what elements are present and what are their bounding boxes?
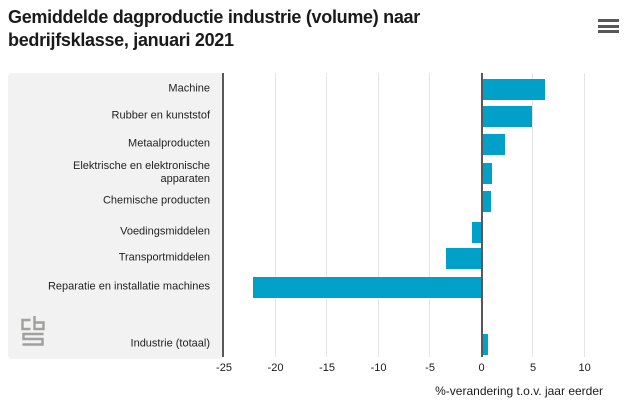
x-tick-label: 5 (530, 362, 537, 374)
category-labels: Machine Rubber en kunststof Metaalproducte… (8, 73, 210, 359)
category-label-panel (8, 73, 222, 359)
x-tick-label: -10 (370, 362, 387, 374)
bar-industrie-totaal-[interactable] (481, 333, 488, 355)
category-label: Metaalproducten (128, 137, 210, 150)
x-tick-label: 0 (478, 362, 485, 374)
x-tick-label: -20 (267, 362, 284, 374)
category-label: Elektrische en elektronische apparaten (73, 160, 210, 185)
zero-line (480, 73, 483, 357)
x-tick-label: -15 (319, 362, 335, 374)
bar-metaalproducten[interactable] (481, 133, 506, 155)
x-axis-ticks: -25 -20 -15 -10 -5 0 5 10 (216, 357, 632, 377)
category-label: Rubber en kunststof (111, 109, 210, 122)
bar-rubber-en-kunststof[interactable] (481, 105, 533, 127)
gridline (583, 73, 585, 357)
bar-voedingsmiddelen[interactable] (472, 221, 482, 243)
category-label: Transportmiddelen (118, 251, 210, 264)
cbs-logo-icon (21, 316, 45, 346)
category-label: Reparatie en installatie machines (47, 280, 210, 293)
gridline (532, 73, 534, 357)
x-tick-label: 10 (578, 362, 591, 374)
gridline (429, 73, 431, 357)
page-title: Gemiddelde dagproductie industrie (volum… (8, 7, 420, 50)
category-label: Machine (168, 82, 210, 95)
gridline (274, 73, 276, 357)
bar-reparatie-en-installatie-machines[interactable] (252, 276, 482, 298)
bar-machine[interactable] (481, 78, 546, 100)
x-tick-label: -25 (216, 362, 232, 374)
gridline (326, 73, 328, 357)
category-label: Industrie (totaal) (130, 337, 210, 350)
category-label: Chemische producten (102, 194, 210, 207)
x-tick-label: -5 (425, 362, 435, 374)
plot-area (222, 73, 632, 357)
x-axis-label: %-verandering t.o.v. jaar eerder (435, 384, 603, 398)
gridline (377, 73, 379, 357)
hamburger-menu-icon[interactable] (598, 19, 619, 33)
bar-elektrische-en-elektronische-apparaten[interactable] (481, 162, 492, 184)
bar-transportmiddelen[interactable] (445, 247, 482, 269)
category-label: Voedingsmiddelen (120, 225, 210, 238)
bar-chemische-producten[interactable] (481, 190, 491, 212)
